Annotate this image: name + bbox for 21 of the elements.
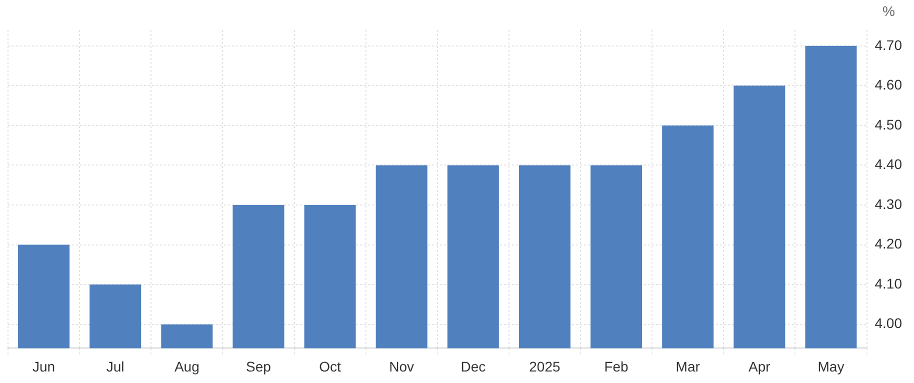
y-tick-label: 4.70	[874, 36, 902, 53]
x-tick-label: Feb	[604, 358, 629, 374]
y-tick-label: 4.20	[874, 236, 902, 252]
x-tick-label: Sep	[246, 358, 272, 374]
y-tick-label: 4.60	[874, 76, 902, 93]
y-tick-label: 4.30	[874, 196, 902, 212]
y-tick-label: 4.10	[874, 275, 902, 292]
y-axis-title: %	[882, 2, 895, 19]
x-tick-label: 2025	[529, 358, 560, 374]
x-tick-label: Aug	[174, 358, 200, 374]
y-tick-label: 4.50	[874, 116, 902, 132]
x-tick-label: Nov	[389, 358, 414, 374]
y-tick-label: 4.00	[874, 315, 902, 332]
x-tick-label: May	[818, 358, 844, 374]
x-tick-label: Oct	[319, 358, 342, 374]
x-tick-label: Jul	[106, 358, 124, 374]
x-tick-label: Jun	[32, 358, 56, 374]
x-tick-label: Dec	[460, 358, 486, 374]
y-tick-label: 4.40	[874, 156, 902, 172]
x-tick-label: Mar	[676, 358, 700, 374]
x-tick-label: Apr	[748, 358, 771, 374]
